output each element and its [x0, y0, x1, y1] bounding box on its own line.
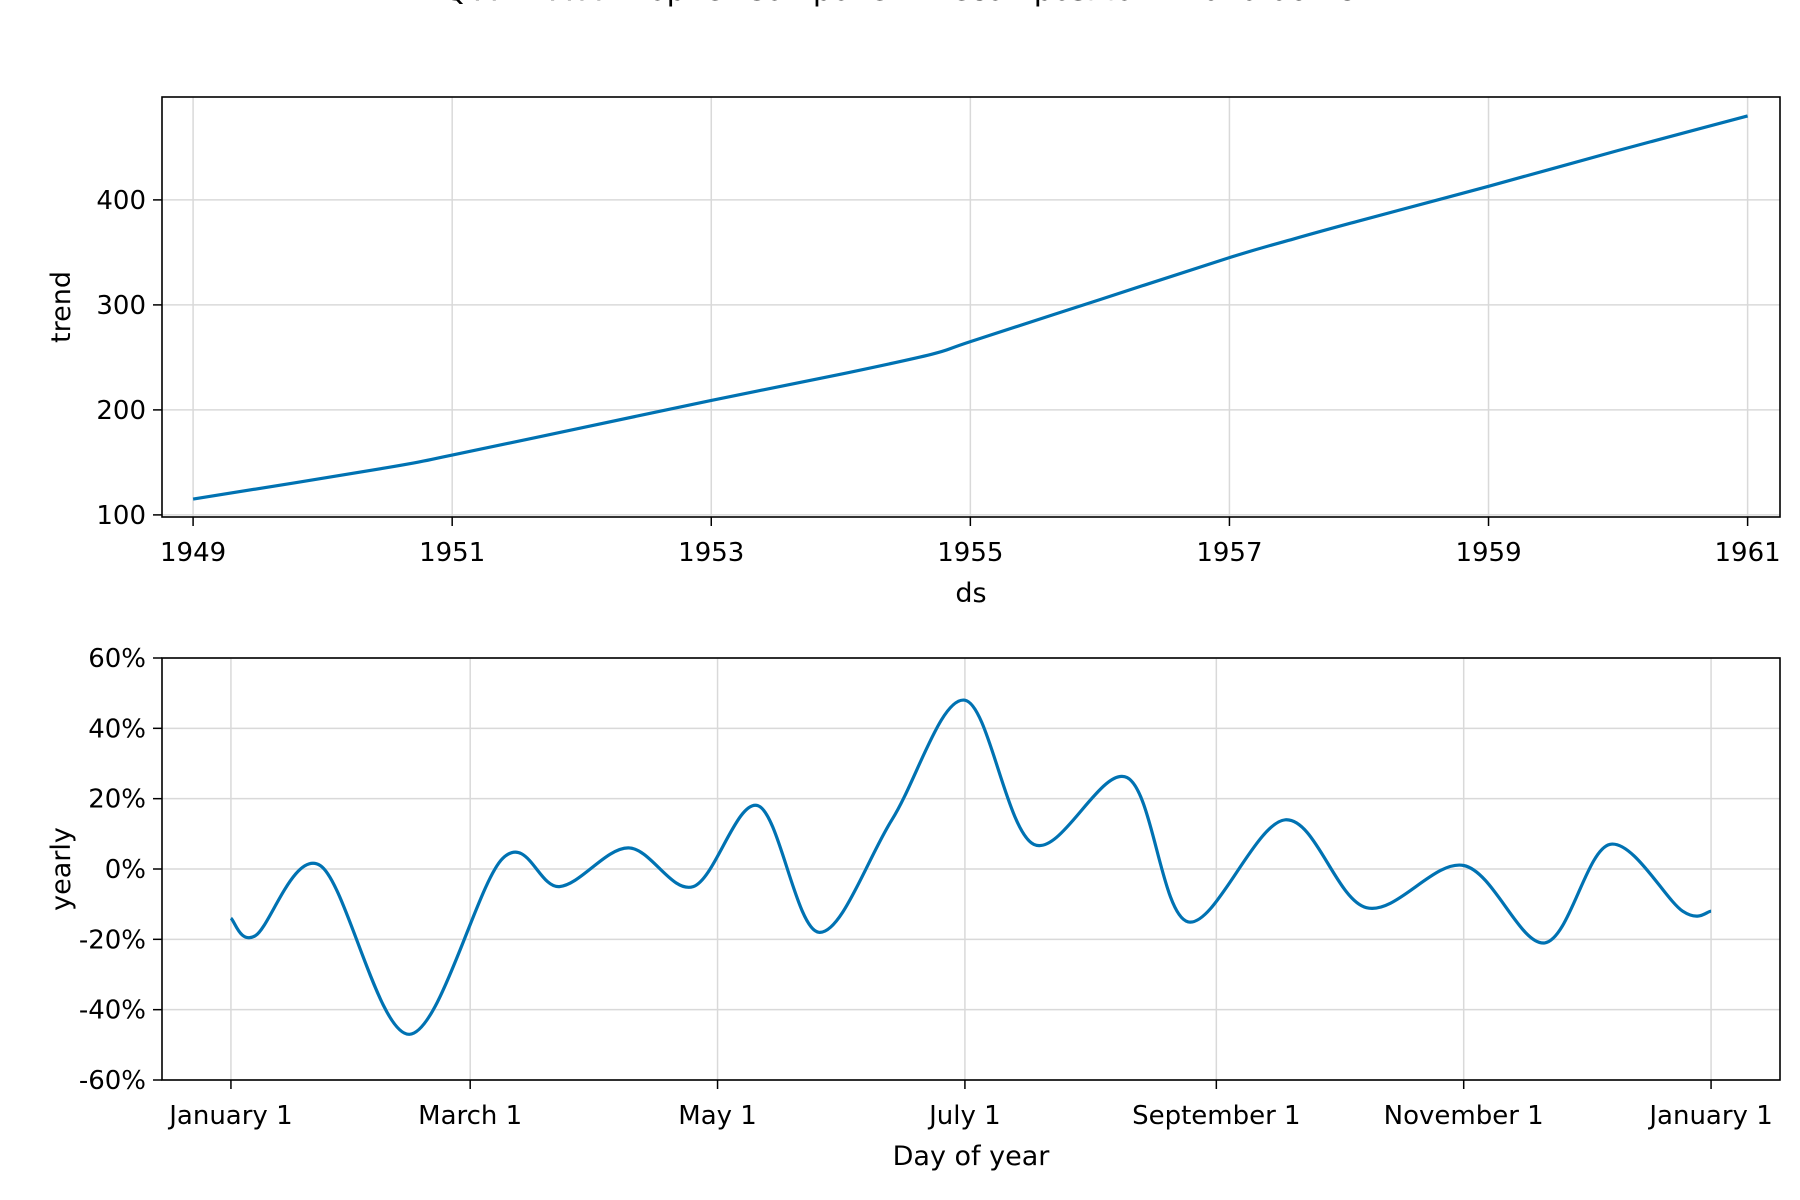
yearly-x-axis-label: Day of year [893, 1141, 1051, 1172]
yearly-line [229, 698, 1712, 1036]
trend-x-tick-label: 1959 [1455, 538, 1521, 568]
trend-y-tick-label: 100 [96, 501, 146, 531]
yearly-y-axis-label: yearly [46, 827, 77, 911]
trend-x-tick-label: 1955 [937, 538, 1003, 568]
yearly-y-tick-label: 40% [88, 714, 146, 744]
yearly-x-tick-label: January 1 [167, 1101, 292, 1131]
yearly-y-ticks: -60% -40% -20% 0% 20% 40% 60% [79, 644, 162, 1096]
yearly-x-tick-label: September 1 [1132, 1101, 1301, 1131]
yearly-x-tick-label: July 1 [927, 1101, 1001, 1131]
trend-x-tick-label: 1953 [678, 538, 744, 568]
yearly-panel: January 1 March 1 May 1 July 1 September 1 No… [46, 644, 1781, 1172]
yearly-x-ticks: January 1 March 1 May 1 July 1 September 1 No… [167, 1080, 1773, 1131]
yearly-y-tick-label: 60% [88, 644, 146, 674]
trend-y-tick-label: 300 [96, 291, 146, 321]
trend-x-axis-label: ds [955, 578, 986, 609]
trend-y-ticks: 100 200 300 400 [96, 186, 162, 531]
figure-title: QIAN DAIAI Prophet Component Decompositi… [443, 0, 1357, 8]
yearly-x-tick-label: May 1 [678, 1101, 757, 1131]
yearly-x-tick-label: January 1 [1647, 1101, 1772, 1131]
yearly-x-tick-label: November 1 [1384, 1101, 1544, 1131]
trend-y-tick-label: 400 [96, 186, 146, 216]
trend-x-ticks: 1949 1951 1953 1955 1957 1959 1961 [160, 517, 1781, 568]
yearly-y-tick-label: -20% [79, 925, 146, 955]
trend-panel: 1949 1951 1953 1955 1957 1959 1961 100 200 300 40… [46, 96, 1781, 609]
trend-line [192, 114, 1749, 501]
yearly-grid [162, 657, 1780, 1081]
trend-x-tick-label: 1961 [1715, 538, 1781, 568]
yearly-y-tick-label: 0% [105, 855, 146, 885]
trend-y-tick-label: 200 [96, 396, 146, 426]
trend-y-axis-label: trend [46, 271, 77, 343]
yearly-y-tick-label: 20% [88, 785, 146, 815]
yearly-y-tick-label: -60% [79, 1066, 146, 1096]
trend-grid [162, 97, 1780, 517]
trend-x-tick-label: 1957 [1196, 538, 1262, 568]
yearly-y-tick-label: -40% [79, 996, 146, 1026]
trend-x-tick-label: 1949 [160, 538, 226, 568]
yearly-x-tick-label: March 1 [418, 1101, 522, 1131]
trend-x-tick-label: 1951 [419, 538, 485, 568]
